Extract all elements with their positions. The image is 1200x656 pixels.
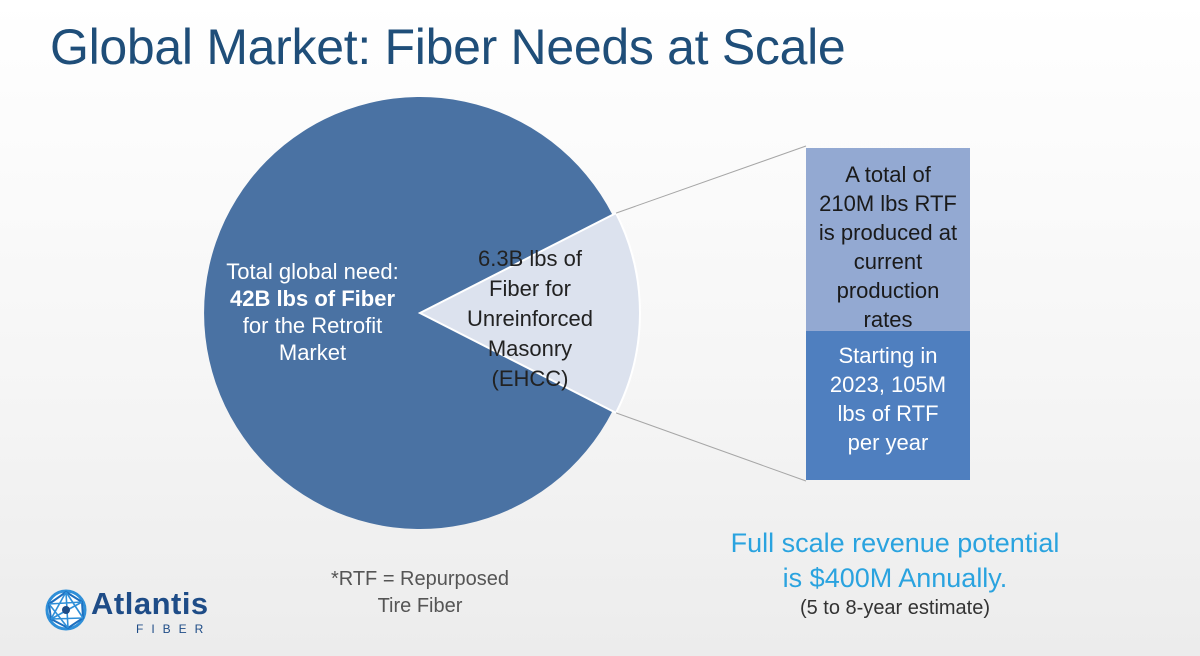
bar-label-line: current [853,249,923,274]
revenue-line: is $400M Annually. [782,563,1008,593]
pie-label-bold: 42B lbs of Fiber [229,286,396,311]
pie-slice-retrofit-market [204,96,613,529]
atlantis-fiber-logo: Atlantis FIBER [44,584,244,640]
rtf-footnote: *RTF = Repurposed Tire Fiber [300,566,540,620]
pie-label-line: Market [278,340,347,365]
bar-label-line: 2023, 105M [829,372,947,397]
bar-segment-current-production: A total of 210M lbs RTF is produced at c… [806,148,970,332]
bar-label-line: is produced at [818,220,958,245]
bar-label-line: A total of [845,162,931,187]
estimate-note: (5 to 8-year estimate) [799,597,991,619]
pie-label-unreinforced-masonry: 6.3B lbs of Fiber for Unreinforced Mason… [440,244,620,394]
pie-label-line: Unreinforced [467,306,593,331]
pie-label-line: for the Retrofit [242,313,383,338]
logo-subtitle: FIBER [136,622,212,636]
pie-label-line: Fiber for [489,276,571,301]
globe-mesh-icon [45,589,87,631]
revenue-line: Full scale revenue potential [730,528,1060,558]
revenue-potential: Full scale revenue potential is $400M An… [680,526,1110,596]
bar-label-line: Starting in [838,343,938,368]
footnote-line: *RTF = Repurposed [330,568,510,590]
bar-label-line: 210M lbs RTF [819,191,957,216]
bar-segment-starting-2023: Starting in 2023, 105M lbs of RTF per ye… [806,331,970,480]
bar-label-line: lbs of RTF [837,401,939,426]
pie-label-line: Masonry [487,336,573,361]
connector-line-top [615,145,807,214]
connector-line-bottom [615,412,807,482]
bar-label-line: production [836,278,940,303]
pie-label-line: Total global need: [226,259,399,284]
pie-label-retrofit-market: Total global need: 42B lbs of Fiber for … [200,258,425,366]
pie-label-line: 6.3B lbs of [478,246,582,271]
slide-title: Global Market: Fiber Needs at Scale [50,19,846,75]
logo-wordmark: Atlantis [91,586,209,621]
bar-label-line: rates [863,307,913,332]
pie-slice-unreinforced-masonry [417,211,641,415]
bar-label-line: per year [847,430,929,455]
footnote-line: Tire Fiber [377,595,463,617]
pie-label-line: (EHCC) [491,366,569,391]
